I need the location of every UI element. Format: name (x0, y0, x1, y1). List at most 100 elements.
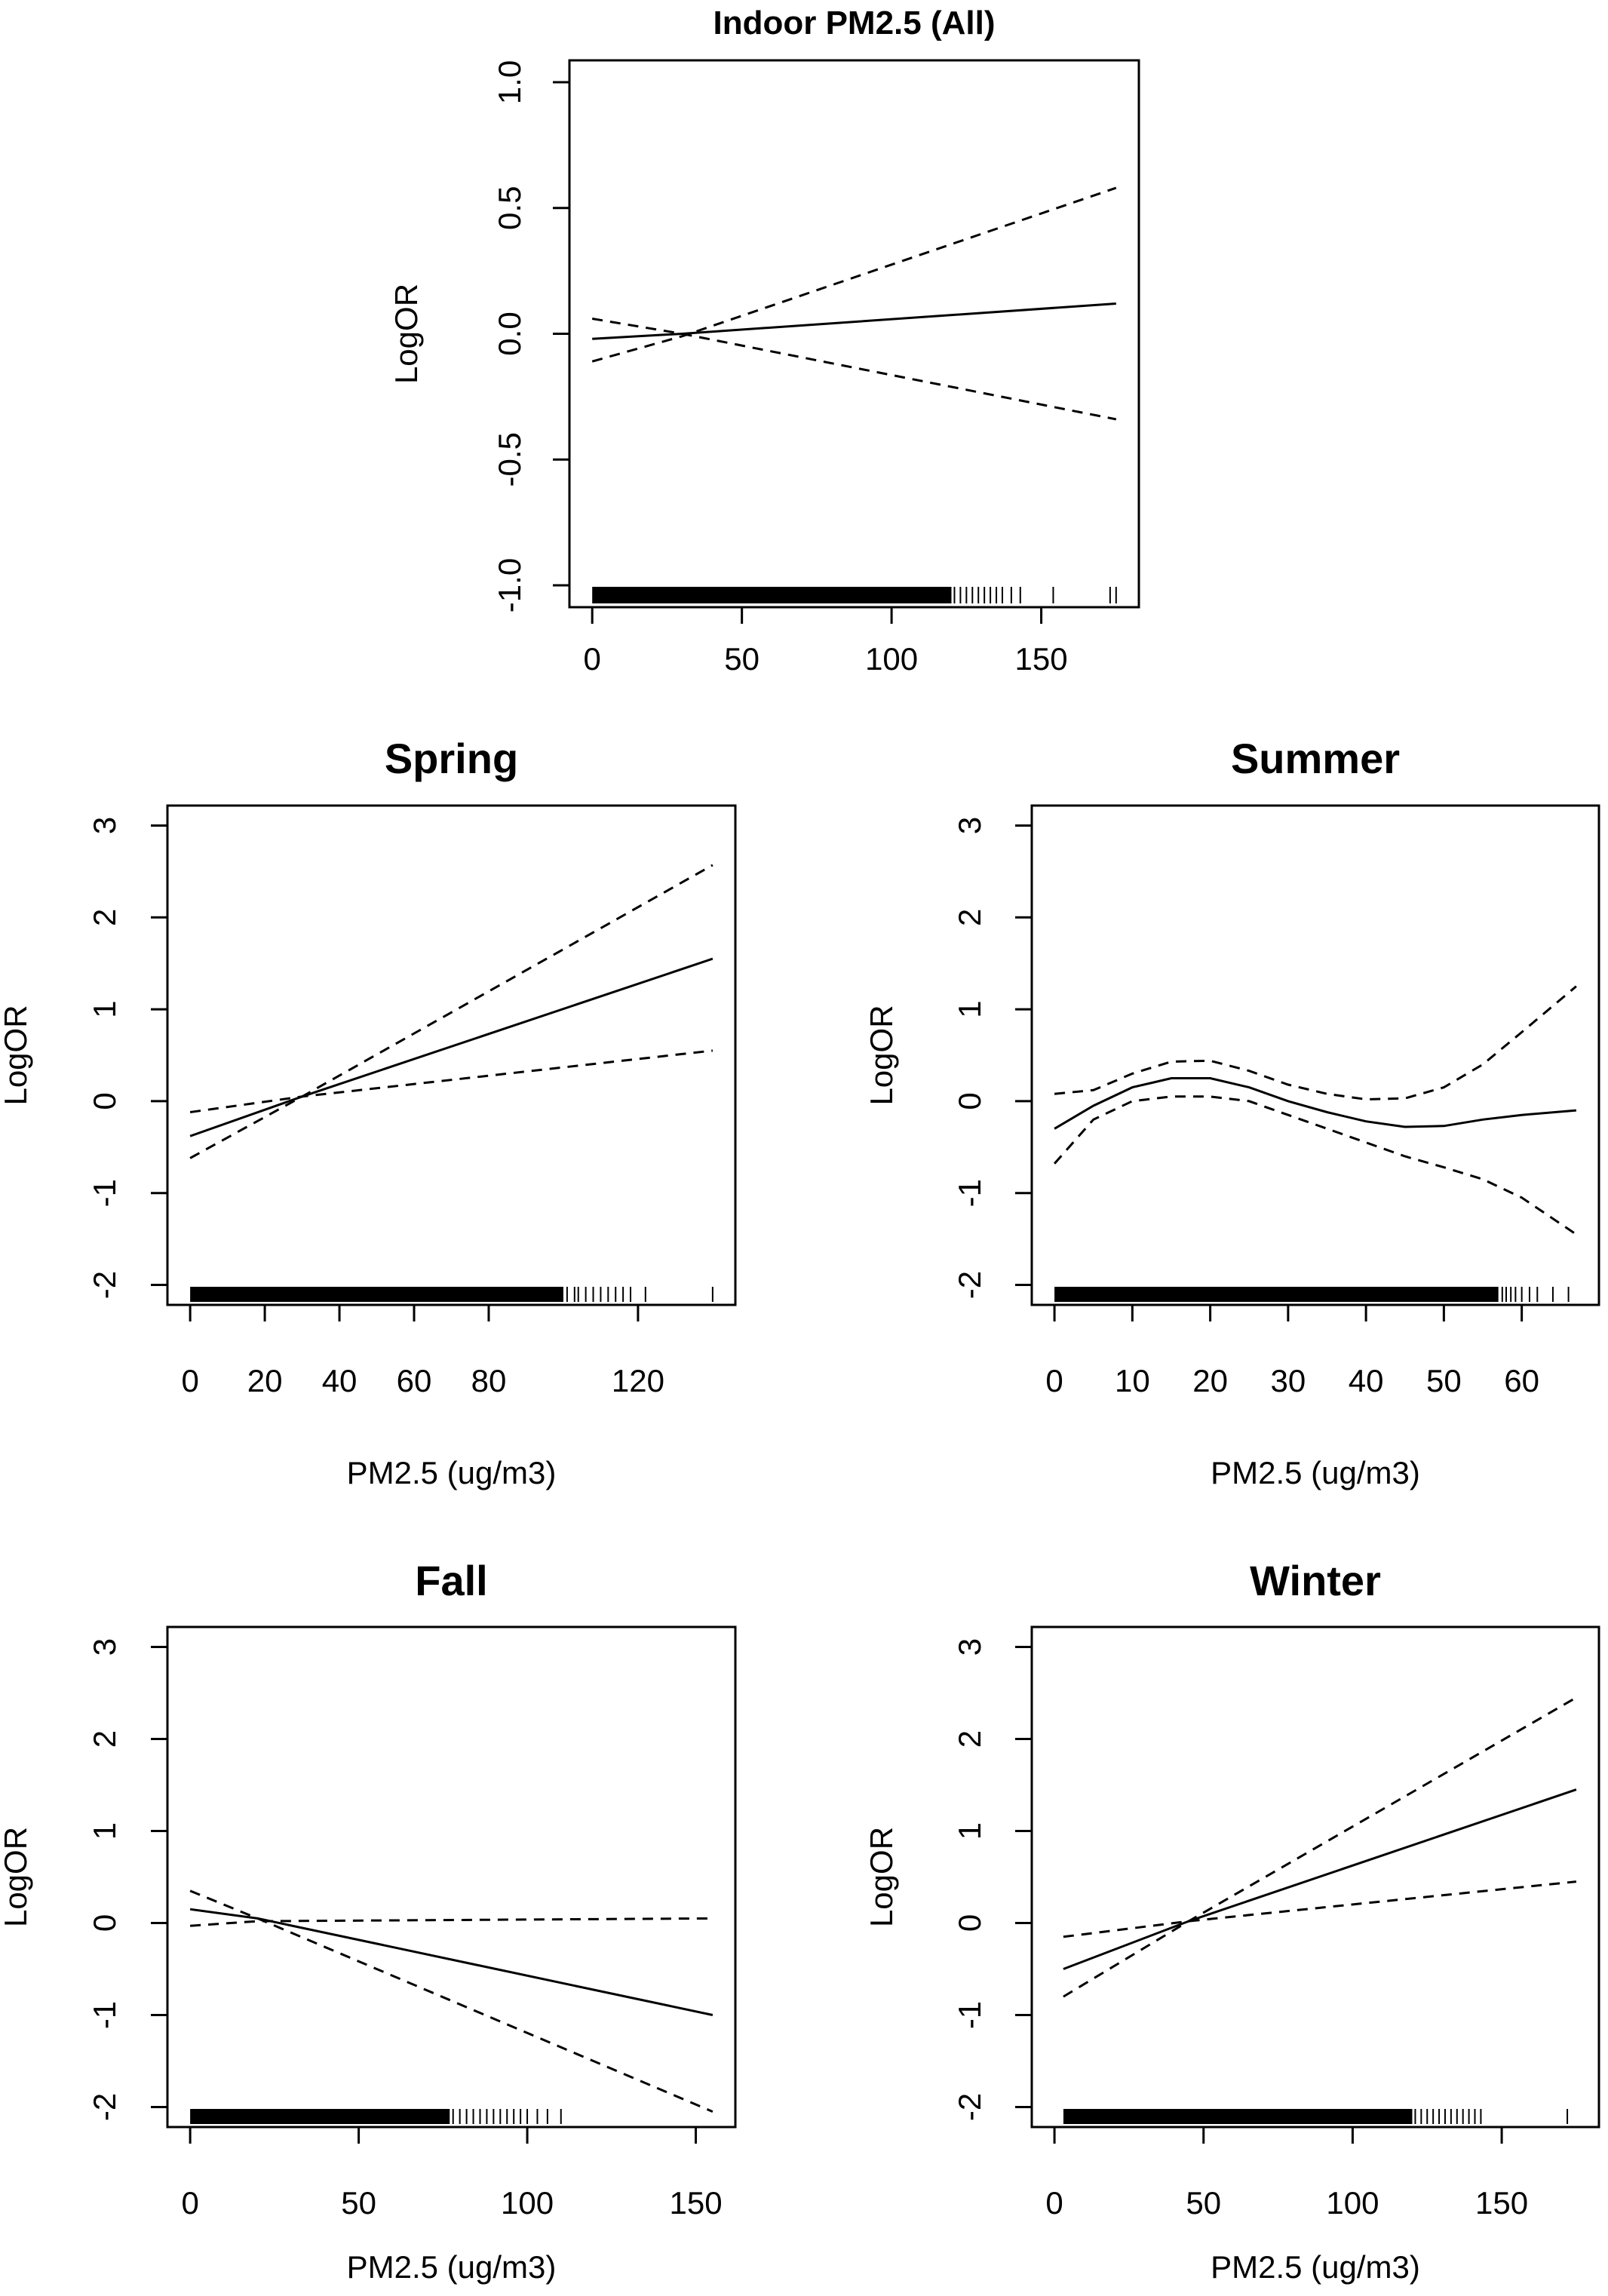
panel-title: Winter (1250, 1557, 1381, 1604)
x-tick-label: 100 (865, 641, 918, 677)
y-tick-label: 0 (87, 1092, 122, 1110)
panel-0: Indoor PM2.5 (All) -1.0 -0.5 0.0 0.5 1.0 LogOR… (388, 5, 1140, 677)
y-tick-label: 0 (87, 1914, 122, 1932)
series-ci-line (591, 318, 1117, 421)
y-tick-label: 1 (952, 1000, 987, 1018)
x-tick-label: 60 (1504, 1363, 1539, 1398)
series-ci-line (189, 864, 713, 1159)
x-tick-label: 50 (341, 2185, 376, 2221)
y-tick-label: -0.5 (492, 432, 527, 487)
plot-frame (568, 59, 1140, 609)
panel-title: Fall (415, 1557, 487, 1604)
x-axis-label: PM2.5 (ug/m3) (347, 1455, 557, 1490)
x-tick-label: 150 (1475, 2185, 1528, 2221)
x-tick-label: 0 (584, 641, 601, 677)
y-tick-label: 1 (952, 1822, 987, 1840)
y-tick-label: 3 (87, 817, 122, 834)
series-ci-line (189, 1049, 713, 1113)
y-tick-label: 1.0 (492, 60, 527, 104)
y-tick-label: 3 (952, 817, 987, 834)
x-tick-label: 60 (397, 1363, 432, 1398)
x-tick-label: 100 (1326, 2185, 1379, 2221)
y-tick-label: -2 (952, 2093, 987, 2121)
panel-title: Summer (1231, 735, 1400, 782)
panel-4: Winter -2 -1 0 1 2 3 LogOR 0 50 100 150 PM2.5 (ug/m3… (864, 1557, 1600, 2285)
panel-title: Indoor PM2.5 (All) (713, 5, 996, 41)
y-tick-label: -1 (87, 1179, 122, 1207)
y-tick-label: -2 (87, 1271, 122, 1299)
rug-band (190, 2109, 450, 2124)
x-tick-label: 40 (1349, 1363, 1384, 1398)
series-fit-line (189, 1908, 713, 2016)
x-axis-label: PM2.5 (ug/m3) (1211, 2249, 1420, 2285)
series-ci-line (189, 1889, 713, 2113)
y-tick-label: -1 (87, 2001, 122, 2029)
plot-frame (1030, 1625, 1600, 2129)
y-tick-label: -2 (87, 2093, 122, 2121)
x-tick-label: 80 (471, 1363, 507, 1398)
x-tick-label: 20 (1192, 1363, 1228, 1398)
plot-frame (166, 804, 737, 1306)
series-ci-line (189, 1917, 713, 1927)
y-tick-label: 1 (87, 1000, 122, 1018)
plot-frame (166, 1625, 737, 2129)
series-ci-line (1063, 1880, 1577, 1938)
y-tick-label: 2 (87, 909, 122, 926)
x-tick-label: 20 (247, 1363, 283, 1398)
y-tick-label: 3 (87, 1638, 122, 1656)
series-ci-line (591, 186, 1117, 363)
y-tick-label: 2 (952, 909, 987, 926)
x-tick-label: 150 (669, 2185, 722, 2221)
rug-band (592, 587, 952, 603)
y-tick-label: -1 (952, 1179, 987, 1207)
series-ci-line (1054, 985, 1577, 1101)
rug-band (1054, 1287, 1499, 1302)
panel-1: Spring -2 -1 0 1 2 3 LogOR 0 20 40 60 80 120 PM2.5 (ug… (0, 735, 737, 1490)
y-tick-label: -1 (952, 2001, 987, 2029)
series-fit-line (592, 302, 1116, 340)
x-tick-label: 150 (1015, 641, 1068, 677)
y-tick-label: 1 (87, 1822, 122, 1840)
rug-band (1063, 2109, 1413, 2124)
panel-3: Fall -2 -1 0 1 2 3 LogOR 0 50 100 150 PM2.5 (ug/m3) (0, 1557, 737, 2285)
y-tick-label: 0 (952, 1914, 987, 1932)
x-tick-label: 120 (612, 1363, 664, 1398)
y-tick-label: 2 (952, 1730, 987, 1748)
y-axis-label: LogOR (388, 284, 424, 384)
x-tick-label: 50 (724, 641, 760, 677)
y-axis-label: LogOR (864, 1005, 899, 1105)
x-tick-label: 0 (181, 1363, 198, 1398)
series-fit-line (189, 957, 713, 1137)
series-ci-line (1063, 1696, 1577, 1998)
x-tick-label: 50 (1426, 1363, 1462, 1398)
x-tick-label: 10 (1115, 1363, 1150, 1398)
x-axis-label: PM2.5 (ug/m3) (347, 2249, 557, 2285)
y-tick-label: 2 (87, 1730, 122, 1748)
x-tick-label: 40 (322, 1363, 358, 1398)
y-tick-label: 3 (952, 1638, 987, 1656)
series-fit-line (1054, 1077, 1577, 1130)
rug-band (190, 1287, 563, 1302)
x-tick-label: 30 (1270, 1363, 1306, 1398)
y-axis-label: LogOR (0, 1005, 33, 1105)
x-tick-label: 50 (1186, 2185, 1221, 2221)
x-tick-label: 100 (501, 2185, 554, 2221)
y-tick-label: 0.5 (492, 186, 527, 230)
x-tick-label: 0 (181, 2185, 198, 2221)
series-fit-line (1063, 1788, 1577, 1970)
panel-title: Spring (385, 735, 518, 782)
series-ci-line (1053, 1095, 1577, 1235)
x-tick-label: 0 (1045, 1363, 1063, 1398)
y-tick-label: 0.0 (492, 312, 527, 355)
y-tick-label: -2 (952, 1271, 987, 1299)
y-axis-label: LogOR (864, 1827, 899, 1927)
x-axis-label: PM2.5 (ug/m3) (1211, 1455, 1420, 1490)
y-axis-label: LogOR (0, 1827, 33, 1927)
panel-2: Summer -2 -1 0 1 2 3 LogOR 0 10 20 30 40 50 60 PM2.5 (u… (864, 735, 1600, 1490)
plot-frame (1030, 804, 1600, 1306)
y-tick-label: -1.0 (492, 558, 527, 612)
x-tick-label: 0 (1045, 2185, 1063, 2221)
y-tick-label: 0 (952, 1092, 987, 1110)
